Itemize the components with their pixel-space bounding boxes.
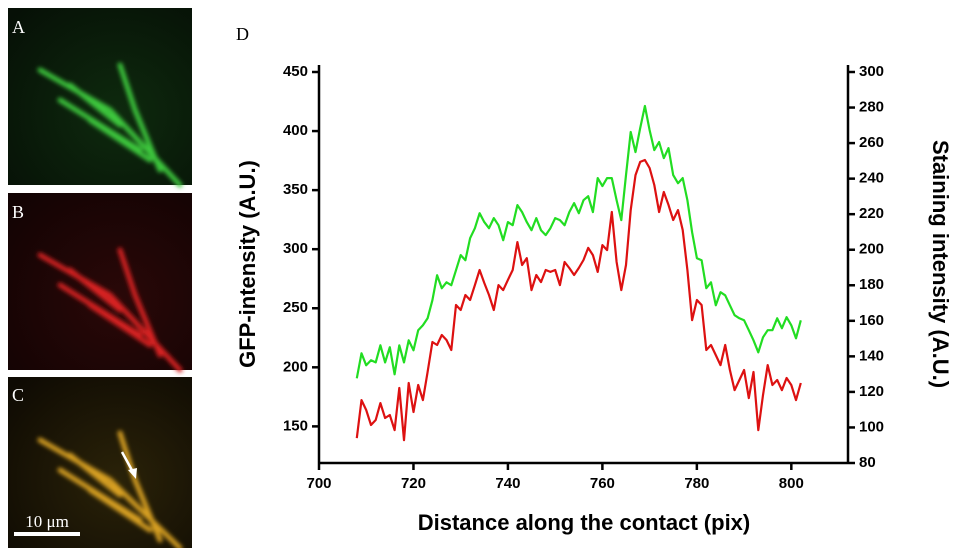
y2-tick-label: 300: [859, 63, 884, 80]
y2-tick-label: 100: [859, 418, 884, 435]
y2-tick-label: 260: [859, 134, 884, 151]
x-tick-label: 700: [306, 475, 331, 492]
y-tick-label: 150: [283, 417, 308, 434]
y2-tick-label: 140: [859, 347, 884, 364]
x-tick-label: 800: [779, 475, 804, 492]
y-tick-label: 250: [283, 299, 308, 316]
x-tick-label: 740: [495, 475, 520, 492]
x-tick-label: 760: [590, 475, 615, 492]
plot: 150 200 250 300 350 400 450 80 100 120 140 160 180 20…: [283, 63, 884, 492]
y-tick-label: 300: [283, 240, 308, 257]
panel-a: A: [8, 8, 192, 188]
y2-tick-label: 200: [859, 241, 884, 258]
x-tick-label: 720: [401, 475, 426, 492]
panel-label: D: [236, 24, 249, 44]
panel-label: C: [12, 385, 24, 405]
y-tick-label: 350: [283, 181, 308, 198]
y-tick-label: 200: [283, 358, 308, 375]
y-tick-label: 450: [283, 63, 308, 80]
data-line: [355, 104, 802, 379]
y2-tick-label: 120: [859, 383, 884, 400]
panel-label: B: [12, 202, 24, 222]
y2-tick-label: 80: [859, 454, 876, 471]
panel-label: A: [12, 17, 25, 37]
panel-c: C 10 μm: [8, 377, 192, 548]
y2-tick-label: 240: [859, 170, 884, 187]
y2-tick-label: 220: [859, 205, 884, 222]
y2-tick-label: 160: [859, 312, 884, 329]
y2-tick-label: 180: [859, 276, 884, 293]
data-line: [355, 158, 802, 442]
y2-tick-label: 280: [859, 99, 884, 116]
scale-label: 10 μm: [25, 512, 69, 531]
x-tick-label: 780: [684, 475, 709, 492]
y-axis-title: GFP-intensity (A.U.): [235, 160, 260, 368]
y2-axis-title: Staining intensity (A.U.): [928, 140, 953, 388]
y-tick-label: 400: [283, 122, 308, 139]
panel-b: B: [8, 193, 192, 373]
x-axis-title: Distance along the contact (pix): [418, 510, 751, 535]
